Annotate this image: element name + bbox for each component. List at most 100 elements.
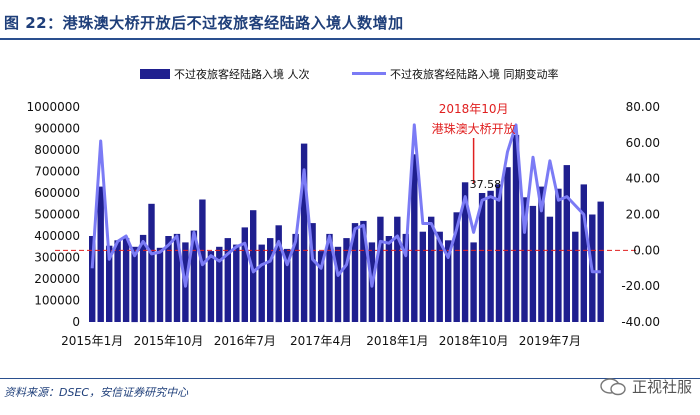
left-axis-tick-label: 300000 [34, 251, 80, 265]
bar [233, 244, 240, 322]
left-axis-tick-label: 200000 [34, 272, 80, 286]
x-axis-tick-label: 2016年7月 [214, 334, 276, 348]
bar [216, 246, 223, 323]
bar [580, 184, 587, 322]
bar [173, 233, 181, 322]
x-axis-tick-label: 2018年10月 [439, 334, 509, 348]
legend-line-label: 不过夜旅客经陆路入境 同期变动率 [390, 68, 559, 81]
bar [148, 203, 155, 323]
legend-line-swatch [352, 72, 386, 75]
right-y-axis: -40.00 -20.00 0.00 20.00 40.00 60.00 80.00 [621, 100, 660, 329]
bar [258, 244, 265, 322]
bar [284, 248, 291, 322]
source-note: 资料来源：DSEC，安信证券研究中心 [4, 386, 189, 399]
left-axis-tick-label: 1000000 [27, 100, 80, 114]
bar [190, 230, 198, 322]
bar [156, 247, 164, 322]
annotation-event: 港珠澳大桥开放 [432, 121, 516, 136]
bar [89, 236, 96, 322]
bar [597, 201, 604, 322]
left-axis-tick-label: 900000 [34, 122, 80, 136]
bar [317, 251, 325, 322]
bar [224, 238, 231, 322]
bar [241, 227, 248, 322]
x-axis-tick-label: 2015年10月 [134, 334, 204, 348]
bar [377, 216, 384, 322]
bar [555, 188, 562, 322]
right-axis-tick-label: 80.00 [626, 100, 660, 114]
bar [114, 240, 121, 322]
right-axis-tick-label: 60.00 [626, 136, 660, 150]
left-axis-tick-label: 600000 [34, 186, 80, 200]
bar [461, 182, 469, 323]
left-axis-tick-label: 800000 [34, 143, 80, 157]
bar [563, 165, 570, 322]
bar [495, 184, 503, 322]
rate-line-series [90, 123, 601, 288]
bar [470, 242, 477, 322]
bar [385, 236, 393, 322]
bar [572, 231, 579, 322]
bar [106, 245, 113, 322]
legend-bar-swatch [140, 69, 170, 79]
bar [309, 223, 316, 322]
bar [504, 167, 511, 322]
bar [139, 234, 147, 322]
bar [250, 210, 257, 322]
right-axis-tick-label: -20.00 [621, 279, 660, 293]
watermark: 正视社服 [600, 376, 692, 397]
left-axis-tick-label: 100000 [34, 294, 80, 308]
x-axis: 2015年1月 2015年10月 2016年7月 2017年4月 2018年1月 2018… [61, 334, 581, 348]
bar [267, 238, 274, 322]
bar [487, 190, 494, 322]
right-axis-tick-label: 0.00 [633, 243, 660, 257]
bar [207, 251, 215, 322]
bar [436, 231, 443, 322]
x-axis-tick-label: 2015年1月 [61, 334, 123, 348]
right-axis-tick-label: 20.00 [626, 208, 660, 222]
annotation-date: 2018年10月 [439, 102, 509, 116]
bar [97, 186, 104, 322]
bar [521, 197, 528, 322]
left-axis-tick-label: 0 [72, 315, 80, 329]
left-axis-tick-label: 700000 [34, 165, 80, 179]
bar [529, 205, 537, 322]
x-axis-tick-label: 2017年4月 [290, 334, 352, 348]
right-axis-tick-label: -40.00 [621, 315, 660, 329]
bar [445, 240, 452, 322]
legend-bar-series: 不过夜旅客经陆路入境 人次 [140, 66, 310, 82]
left-axis-tick-label: 400000 [34, 229, 80, 243]
bar [453, 212, 460, 322]
bar [411, 154, 418, 322]
figure-title: 图 22：港珠澳大桥开放后不过夜旅客经陆路入境人数增加 [4, 14, 404, 32]
bar [300, 143, 308, 322]
left-y-axis: 0 100000 200000 300000 400000 500000 600000 700… [27, 100, 80, 329]
bar [428, 216, 435, 322]
x-axis-tick-label: 2019年7月 [519, 334, 581, 348]
title-divider [0, 38, 700, 40]
right-axis-tick-label: 40.00 [626, 172, 660, 186]
bar [512, 134, 520, 322]
bar-series [89, 134, 604, 323]
bar [275, 225, 282, 323]
bar [165, 236, 172, 322]
bar [334, 246, 342, 323]
bar [360, 220, 367, 322]
bar [351, 223, 359, 322]
watermark-text: 正视社服 [631, 378, 692, 396]
footer-divider [0, 378, 700, 379]
left-axis-tick-label: 500000 [34, 208, 80, 222]
bar [292, 233, 299, 322]
x-axis-tick-label: 2018年1月 [366, 334, 428, 348]
bar [122, 238, 130, 322]
bar [546, 216, 554, 322]
bar [394, 216, 401, 322]
legend-bar-label: 不过夜旅客经陆路入境 人次 [174, 68, 310, 81]
wechat-icon [600, 377, 626, 395]
legend-line-series: 不过夜旅客经陆路入境 同期变动率 [352, 66, 559, 82]
bar [478, 193, 486, 322]
annotation-value: 37.58 [470, 178, 502, 191]
bar [538, 186, 545, 322]
